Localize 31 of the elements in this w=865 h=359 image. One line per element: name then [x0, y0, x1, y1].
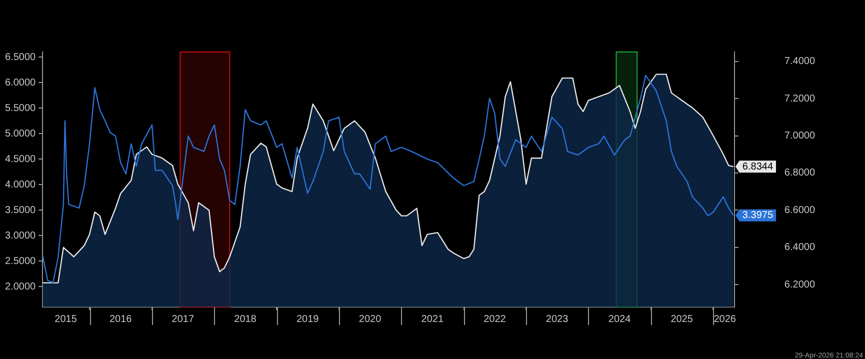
x-tick-label: 2016	[109, 314, 132, 325]
x-tick-label: 2023	[546, 314, 569, 325]
data-label: 3.3975	[742, 210, 774, 222]
y-tick-label: 4.0000	[4, 179, 36, 190]
x-tick-label: 2017	[172, 314, 194, 325]
x-tick-label: 2018	[234, 314, 257, 325]
data-label: 6.8344	[742, 161, 774, 172]
y-tick-label: 6.0000	[4, 77, 36, 88]
y2-tick-label: 6.8000	[784, 168, 816, 179]
x-tick-label: 2022	[484, 314, 506, 325]
x-tick-label: 2015	[54, 314, 78, 325]
y-tick-label: 2.0000	[4, 281, 36, 292]
y-tick-label: 5.0000	[4, 128, 36, 140]
x-tick-label: 2021	[421, 314, 444, 325]
y2-tick-label: 6.4000	[784, 242, 816, 254]
y-tick-label: 6.5000	[4, 52, 36, 63]
y-tick-label: 3.5000	[4, 204, 36, 216]
y2-tick-label: 6.2000	[784, 279, 816, 290]
y2-tick-label: 7.2000	[784, 93, 816, 104]
y2-tick-label: 7.4000	[784, 56, 816, 68]
y2-tick-label: 6.6000	[784, 204, 816, 216]
y2-tick-label: 7.0000	[784, 130, 816, 142]
x-tick-label: 2024	[608, 314, 632, 325]
x-tick-label: 2026	[714, 314, 736, 325]
x-tick-label: 2019	[296, 314, 320, 325]
x-tick-label: 2020	[358, 314, 382, 325]
y-tick-label: 4.5000	[4, 154, 36, 165]
y-tick-label: 5.5000	[4, 102, 36, 114]
y-tick-label: 3.0000	[4, 230, 36, 242]
x-tick-label: 2025	[670, 314, 694, 325]
y-tick-label: 2.5000	[4, 256, 36, 267]
